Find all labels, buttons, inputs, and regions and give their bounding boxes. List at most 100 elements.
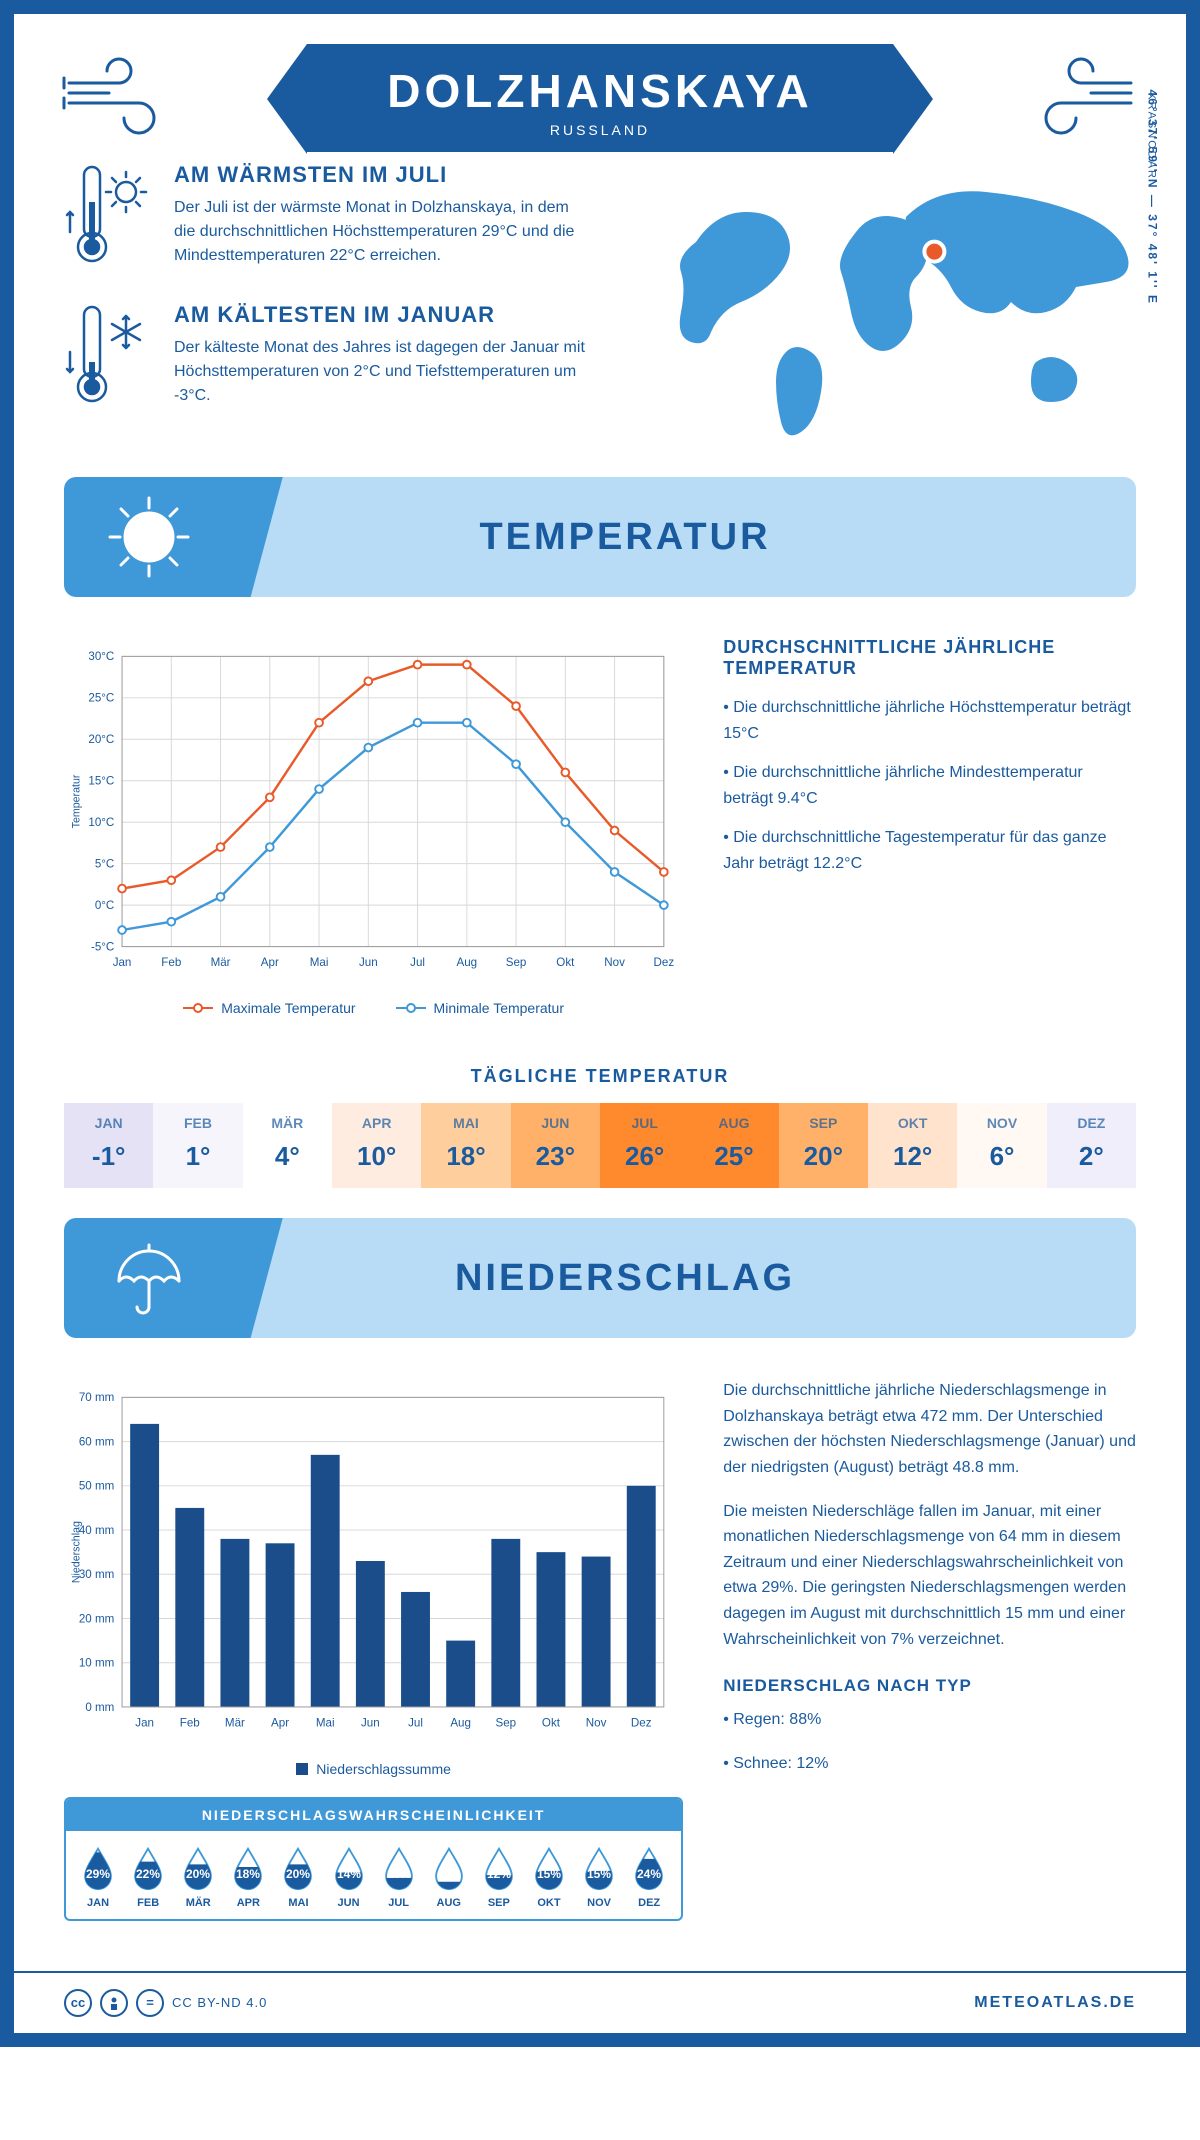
svg-text:20%: 20% xyxy=(186,1867,210,1881)
raindrop-icon: 18% xyxy=(230,1845,266,1891)
prob-cell: 22% FEB xyxy=(124,1845,172,1909)
svg-text:20%: 20% xyxy=(286,1867,310,1881)
precip-p1: Die durchschnittliche jährliche Niedersc… xyxy=(723,1378,1136,1480)
header: DOLZHANSKAYA RUSSLAND xyxy=(14,14,1186,152)
svg-text:Niederschlag: Niederschlag xyxy=(70,1521,82,1583)
svg-text:12%: 12% xyxy=(487,1867,511,1881)
temp-bullet-2: • Die durchschnittliche Tagestemperatur … xyxy=(723,825,1136,876)
precip-legend: Niederschlagssumme xyxy=(316,1761,451,1777)
svg-text:20 mm: 20 mm xyxy=(79,1613,114,1626)
svg-text:Mai: Mai xyxy=(310,956,329,969)
prob-cell: 14% JUN xyxy=(325,1845,373,1909)
daily-cell: DEZ2° xyxy=(1047,1103,1136,1188)
daily-cell: AUG25° xyxy=(689,1103,778,1188)
temperature-line-chart: -5°C0°C5°C10°C15°C20°C25°C30°CJanFebMärA… xyxy=(64,637,683,1016)
svg-text:20°C: 20°C xyxy=(88,733,114,746)
temperature-section-bar: TEMPERATUR xyxy=(64,477,1136,597)
precip-p2: Die meisten Niederschläge fallen im Janu… xyxy=(723,1499,1136,1653)
svg-text:Jul: Jul xyxy=(410,956,425,969)
svg-text:70 mm: 70 mm xyxy=(79,1392,114,1405)
daily-cell: NOV6° xyxy=(957,1103,1046,1188)
svg-text:25°C: 25°C xyxy=(88,692,114,705)
prob-cell: 7% AUG xyxy=(425,1845,473,1909)
svg-text:Apr: Apr xyxy=(271,1717,289,1730)
svg-text:Mär: Mär xyxy=(225,1717,245,1730)
precip-rain: • Regen: 88% xyxy=(723,1707,1136,1733)
svg-text:Feb: Feb xyxy=(161,956,181,969)
footer: cc = CC BY-ND 4.0 METEOATLAS.DE xyxy=(14,1971,1186,2033)
svg-text:15%: 15% xyxy=(537,1867,561,1881)
raindrop-icon: 15% xyxy=(531,1845,567,1891)
svg-text:Apr: Apr xyxy=(261,956,279,969)
svg-text:Feb: Feb xyxy=(180,1717,200,1730)
precip-type-heading: NIEDERSCHLAG NACH TYP xyxy=(723,1672,1136,1699)
svg-text:24%: 24% xyxy=(637,1867,661,1881)
legend-max: Maximale Temperatur xyxy=(221,1000,355,1016)
cc-license-icons: cc = CC BY-ND 4.0 xyxy=(64,1989,267,2017)
daily-temp-title: TÄGLICHE TEMPERATUR xyxy=(14,1066,1186,1087)
svg-text:Aug: Aug xyxy=(450,1717,471,1730)
probability-title: NIEDERSCHLAGSWAHRSCHEINLICHKEIT xyxy=(66,1799,681,1831)
page-title: DOLZHANSKAYA xyxy=(387,64,812,118)
svg-text:Jan: Jan xyxy=(135,1717,154,1730)
warm-fact: AM WÄRMSTEN IM JULI Der Juli ist der wär… xyxy=(64,162,616,272)
svg-text:Jul: Jul xyxy=(408,1717,423,1730)
temp-info-heading: DURCHSCHNITTLICHE JÄHRLICHE TEMPERATUR xyxy=(723,637,1136,679)
raindrop-icon: 10% xyxy=(381,1845,417,1891)
prob-cell: 10% JUL xyxy=(375,1845,423,1909)
prob-cell: 20% MAI xyxy=(274,1845,322,1909)
svg-text:15%: 15% xyxy=(587,1867,611,1881)
probability-box: NIEDERSCHLAGSWAHRSCHEINLICHKEIT 29% JAN … xyxy=(64,1797,683,1921)
cc-icon: cc xyxy=(64,1989,92,2017)
svg-text:Dez: Dez xyxy=(631,1717,652,1730)
svg-text:50 mm: 50 mm xyxy=(79,1480,114,1493)
wind-icon-left xyxy=(54,48,194,148)
raindrop-icon: 20% xyxy=(180,1845,216,1891)
brand-label: METEOATLAS.DE xyxy=(974,1994,1136,2012)
coordinates: 46° 37' 59'' N — 37° 48' 1'' E xyxy=(1145,89,1159,304)
title-ribbon: DOLZHANSKAYA RUSSLAND xyxy=(307,44,892,152)
daily-cell: JUN23° xyxy=(511,1103,600,1188)
svg-text:10%: 10% xyxy=(387,1867,411,1881)
svg-text:15°C: 15°C xyxy=(88,775,114,788)
svg-text:10°C: 10°C xyxy=(88,816,114,829)
daily-cell: OKT12° xyxy=(868,1103,957,1188)
svg-text:10 mm: 10 mm xyxy=(79,1657,114,1670)
cold-fact-title: AM KÄLTESTEN IM JANUAR xyxy=(174,302,594,328)
daily-cell: MÄR4° xyxy=(243,1103,332,1188)
svg-text:Nov: Nov xyxy=(604,956,625,969)
raindrop-icon: 7% xyxy=(431,1845,467,1891)
prob-cell: 15% NOV xyxy=(575,1845,623,1909)
svg-text:Jun: Jun xyxy=(361,1717,380,1730)
svg-text:Sep: Sep xyxy=(506,956,527,969)
svg-text:Okt: Okt xyxy=(556,956,575,969)
svg-text:-5°C: -5°C xyxy=(91,940,114,953)
daily-cell: APR10° xyxy=(332,1103,421,1188)
svg-text:29%: 29% xyxy=(86,1867,110,1881)
raindrop-icon: 22% xyxy=(130,1845,166,1891)
sun-icon xyxy=(64,477,234,597)
prob-cell: 15% OKT xyxy=(525,1845,573,1909)
temperature-heading: TEMPERATUR xyxy=(234,516,1136,559)
temp-bullet-0: • Die durchschnittliche jährliche Höchst… xyxy=(723,695,1136,746)
daily-temp-grid: JAN-1°FEB1°MÄR4°APR10°MAI18°JUN23°JUL26°… xyxy=(64,1103,1136,1188)
raindrop-icon: 12% xyxy=(481,1845,517,1891)
facts-row: AM WÄRMSTEN IM JULI Der Juli ist der wär… xyxy=(14,152,1186,457)
thermometer-cold-icon xyxy=(64,302,154,412)
daily-cell: MAI18° xyxy=(421,1103,510,1188)
svg-text:0°C: 0°C xyxy=(95,899,114,912)
by-icon xyxy=(100,1989,128,2017)
raindrop-icon: 15% xyxy=(581,1845,617,1891)
svg-text:60 mm: 60 mm xyxy=(79,1436,114,1449)
warm-fact-text: Der Juli ist der wärmste Monat in Dolzha… xyxy=(174,196,594,268)
temperature-info: DURCHSCHNITTLICHE JÄHRLICHE TEMPERATUR •… xyxy=(723,637,1136,1016)
svg-text:Dez: Dez xyxy=(654,956,675,969)
temp-legend: Maximale Temperatur Minimale Temperatur xyxy=(64,1000,683,1016)
precipitation-section-bar: NIEDERSCHLAG xyxy=(64,1218,1136,1338)
svg-text:30 mm: 30 mm xyxy=(79,1568,114,1581)
precip-snow: • Schnee: 12% xyxy=(723,1751,1136,1777)
svg-text:40 mm: 40 mm xyxy=(79,1524,114,1537)
precipitation-heading: NIEDERSCHLAG xyxy=(234,1257,1136,1300)
world-map: KRASNODAR 46° 37' 59'' N — 37° 48' 1'' E xyxy=(656,162,1136,447)
svg-text:5°C: 5°C xyxy=(95,858,114,871)
